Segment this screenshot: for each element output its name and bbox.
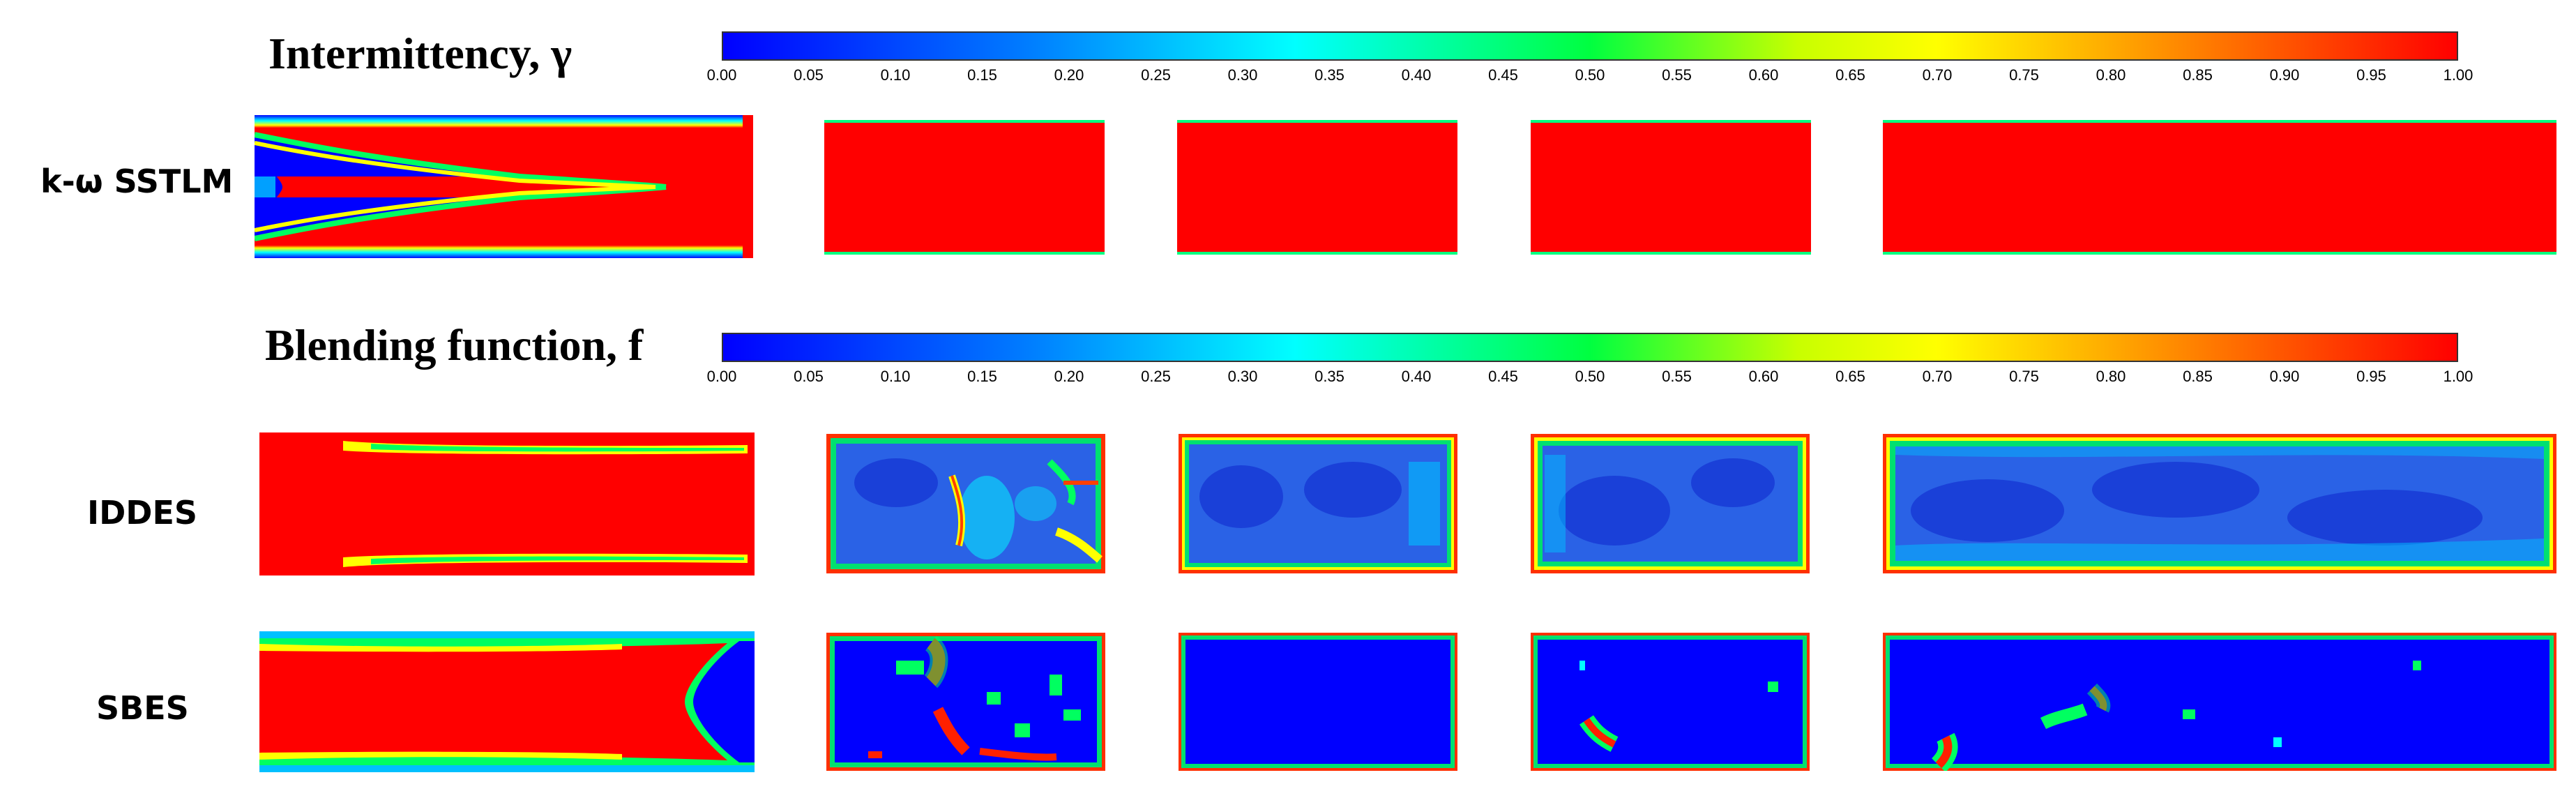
sbes-contour-section-2 xyxy=(826,633,1105,771)
tick-label: 0.40 xyxy=(1401,66,1432,84)
tick-label: 0.25 xyxy=(1141,368,1171,385)
row-label-sbes: SBES xyxy=(96,689,189,727)
intermittency-title: Intermittency, γ xyxy=(268,29,573,78)
sstlm-contour-section-5 xyxy=(1883,120,2556,255)
tick-label: 0.25 xyxy=(1141,66,1171,84)
tick-label: 0.70 xyxy=(1922,368,1953,385)
sstlm-contour-section-2 xyxy=(824,120,1105,255)
blending-colorbar xyxy=(722,333,2458,362)
tick-label: 0.85 xyxy=(2183,66,2213,84)
tick-label: 0.60 xyxy=(1748,66,1779,84)
row-label-sstlm: k-ω SSTLM xyxy=(40,163,234,200)
iddes-contour-section-2 xyxy=(826,434,1105,573)
tick-label: 0.60 xyxy=(1748,368,1779,385)
tick-label: 0.50 xyxy=(1575,66,1605,84)
tick-label: 0.10 xyxy=(880,368,911,385)
iddes-contour-section-4 xyxy=(1531,434,1810,573)
tick-label: 0.75 xyxy=(2009,368,2039,385)
intermittency-colorbar-ticks: 0.00 0.05 0.10 0.15 0.20 0.25 0.30 0.35 … xyxy=(707,66,2473,87)
intermittency-colorbar xyxy=(722,31,2458,61)
tick-label: 0.05 xyxy=(794,368,824,385)
tick-label: 1.00 xyxy=(2443,368,2473,385)
tick-label: 0.65 xyxy=(1835,368,1865,385)
tick-label: 0.10 xyxy=(880,66,911,84)
tick-label: 0.45 xyxy=(1488,368,1518,385)
tick-label: 0.55 xyxy=(1662,368,1692,385)
tick-label: 0.90 xyxy=(2269,66,2300,84)
sstlm-contour-section-4 xyxy=(1531,120,1811,255)
tick-label: 0.90 xyxy=(2269,368,2300,385)
tick-label: 0.20 xyxy=(1054,368,1084,385)
tick-label: 0.20 xyxy=(1054,66,1084,84)
iddes-contour-inlet xyxy=(259,432,755,575)
tick-label: 0.80 xyxy=(2096,368,2126,385)
sbes-contour-inlet xyxy=(259,631,755,772)
iddes-contour-section-5 xyxy=(1883,434,2556,573)
tick-label: 0.35 xyxy=(1314,368,1344,385)
tick-label: 0.65 xyxy=(1835,66,1865,84)
tick-label: 0.35 xyxy=(1314,66,1344,84)
sbes-contour-section-4 xyxy=(1531,633,1810,771)
tick-label: 0.55 xyxy=(1662,66,1692,84)
tick-label: 0.00 xyxy=(706,66,737,84)
tick-label: 0.05 xyxy=(794,66,824,84)
tick-label: 0.80 xyxy=(2096,66,2126,84)
blending-function-title: Blending function, f xyxy=(265,320,644,370)
tick-label: 0.30 xyxy=(1227,368,1258,385)
tick-label: 0.45 xyxy=(1488,66,1518,84)
sstlm-contour-section-3 xyxy=(1177,120,1457,255)
sbes-contour-section-3 xyxy=(1179,633,1457,771)
blending-colorbar-ticks: 0.00 0.05 0.10 0.15 0.20 0.25 0.30 0.35 … xyxy=(707,368,2473,389)
tick-label: 0.50 xyxy=(1575,368,1605,385)
tick-label: 0.85 xyxy=(2183,368,2213,385)
tick-label: 0.95 xyxy=(2356,368,2386,385)
sbes-contour-section-5 xyxy=(1883,633,2556,771)
tick-label: 0.40 xyxy=(1401,368,1432,385)
iddes-contour-section-3 xyxy=(1179,434,1457,573)
tick-label: 0.15 xyxy=(967,66,997,84)
row-label-iddes: IDDES xyxy=(87,494,198,532)
tick-label: 0.15 xyxy=(967,368,997,385)
tick-label: 0.00 xyxy=(706,368,737,385)
tick-label: 0.75 xyxy=(2009,66,2039,84)
tick-label: 1.00 xyxy=(2443,66,2473,84)
tick-label: 0.70 xyxy=(1922,66,1953,84)
tick-label: 0.95 xyxy=(2356,66,2386,84)
sstlm-contour-inlet xyxy=(255,115,753,258)
tick-label: 0.30 xyxy=(1227,66,1258,84)
